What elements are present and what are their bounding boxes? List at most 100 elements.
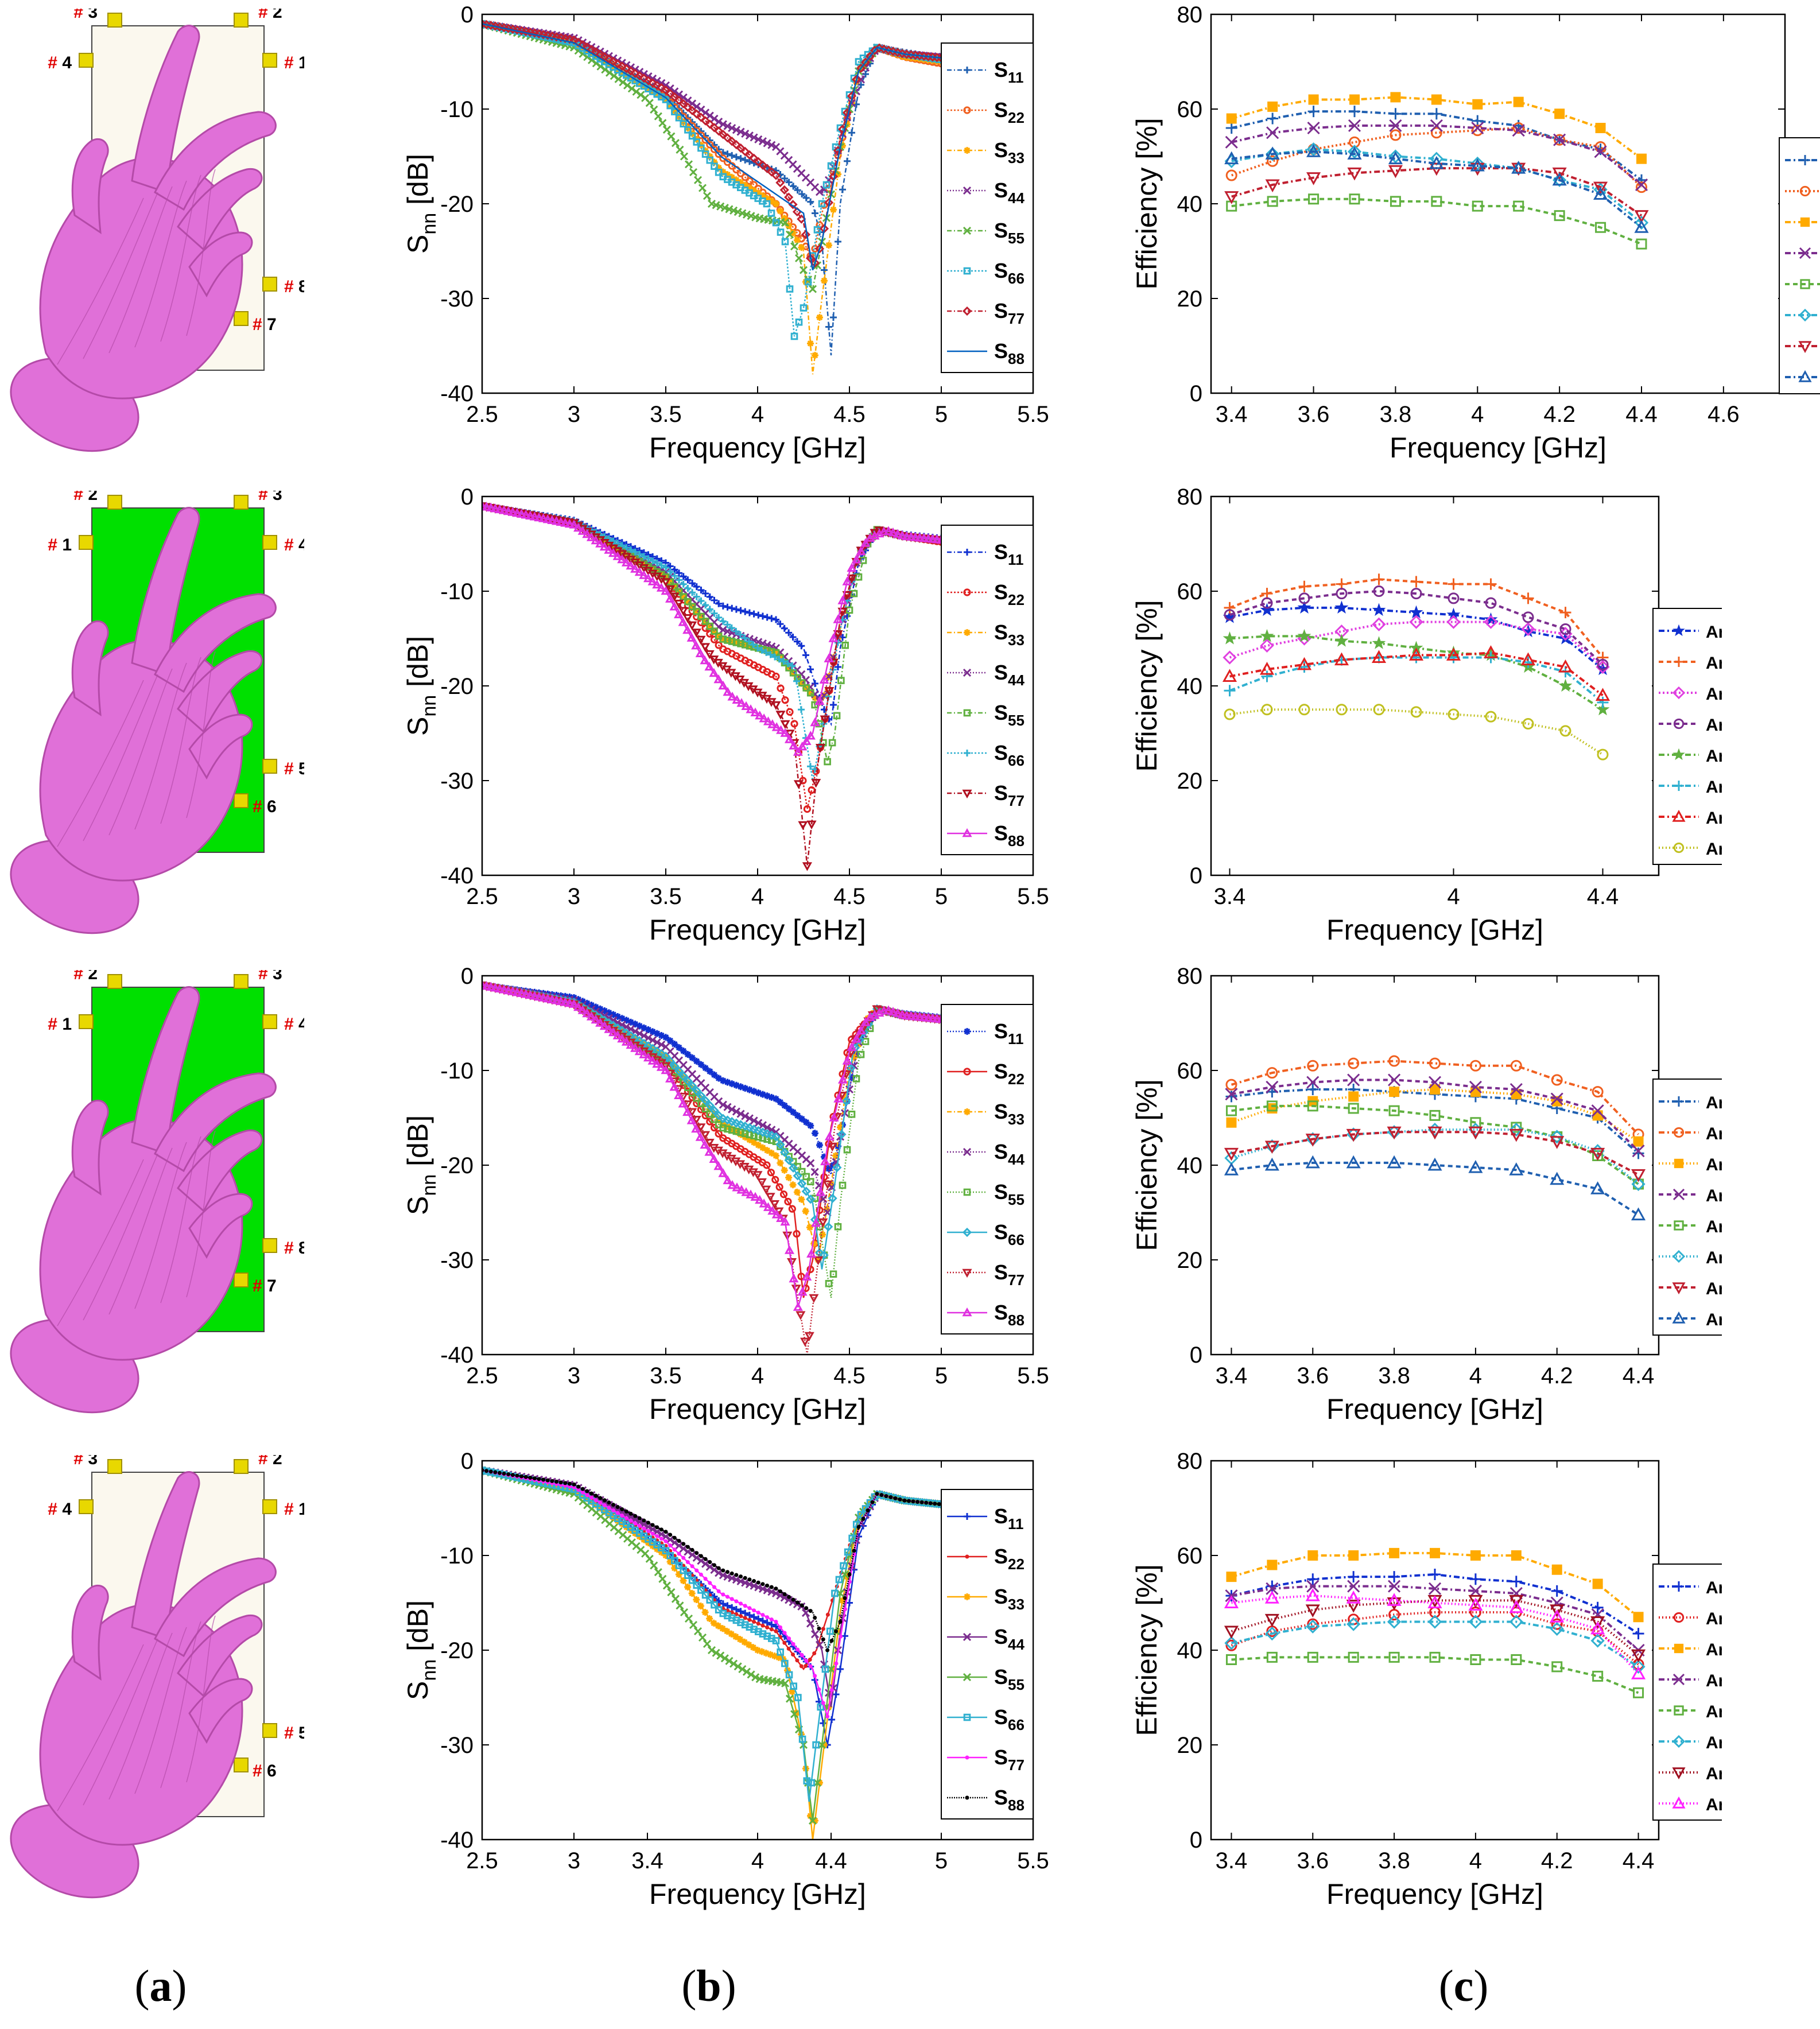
data-point (719, 1571, 727, 1580)
data-point (1469, 1573, 1481, 1585)
data-point (719, 1600, 727, 1608)
data-point (851, 554, 862, 564)
data-point (767, 1588, 776, 1596)
data-point (551, 516, 562, 525)
data-point (605, 1009, 612, 1017)
data-point (790, 720, 798, 728)
data-point (680, 120, 688, 128)
data-point (817, 1687, 821, 1692)
data-point (684, 1050, 692, 1058)
data-point (848, 129, 855, 137)
data-point (806, 1178, 814, 1185)
data-point (875, 1492, 879, 1496)
y-tick-label: -10 (440, 97, 474, 122)
data-point (802, 684, 810, 692)
data-point (1632, 1145, 1645, 1158)
hand-model-2: # 2 # 3 # 1 # 4 # 5 # 6 (6, 485, 308, 947)
data-point (837, 677, 845, 684)
data-point (842, 576, 852, 585)
legend-label: Ant. 2 (1706, 1124, 1722, 1143)
data-point (759, 1198, 769, 1208)
data-point (1485, 711, 1497, 723)
data-point (797, 1178, 807, 1189)
data-point (1522, 611, 1534, 623)
data-point (643, 76, 653, 86)
legend-item: S22 (947, 1060, 1025, 1088)
data-point (674, 1066, 684, 1076)
port-label: # 7 (253, 315, 277, 334)
data-point (739, 1574, 743, 1579)
data-point (1336, 588, 1348, 600)
data-point (662, 564, 669, 571)
data-point (771, 170, 781, 180)
data-point (684, 1079, 692, 1087)
data-point (755, 611, 762, 619)
data-point (626, 1039, 636, 1049)
y-tick-label: -40 (440, 381, 474, 406)
data-point (684, 1547, 692, 1556)
data-point (825, 1648, 830, 1652)
data-point (857, 1511, 865, 1519)
data-point (700, 1139, 710, 1149)
data-point (758, 646, 766, 654)
data-point (746, 184, 753, 192)
data-point (844, 121, 851, 128)
data-point (719, 168, 727, 176)
data-point (657, 1530, 666, 1538)
finger (71, 1099, 109, 1196)
data-point (750, 1581, 758, 1590)
data-point (1446, 615, 1461, 629)
data-point (742, 1609, 749, 1617)
data-point (482, 501, 487, 510)
data-point (767, 141, 776, 149)
legend-label: S22 (994, 580, 1025, 608)
data-point (601, 537, 608, 545)
data-point (652, 1046, 662, 1056)
data-point (715, 1074, 723, 1082)
data-point (790, 1108, 797, 1116)
data-point (827, 162, 835, 170)
data-point (741, 1638, 748, 1646)
data-point (754, 645, 761, 651)
data-point (659, 1527, 663, 1532)
data-point (503, 985, 514, 995)
data-point (689, 168, 698, 177)
data-point (700, 1131, 711, 1140)
data-point (704, 661, 715, 671)
data-point (788, 1205, 796, 1213)
data-point (816, 1141, 823, 1149)
antenna-connector (262, 1014, 277, 1029)
data-point (671, 1041, 678, 1048)
data-point (680, 593, 688, 600)
data-point (684, 598, 692, 606)
data-point (781, 696, 789, 704)
port-label: # 2 (258, 1455, 282, 1468)
data-point (684, 598, 692, 606)
data-point (732, 639, 740, 646)
data-point (674, 1090, 684, 1099)
series-line (1231, 1551, 1639, 1618)
x-tick-label: 4 (1471, 402, 1484, 427)
data-point (781, 1102, 789, 1109)
data-point (1520, 652, 1536, 666)
data-point (812, 352, 818, 359)
legend-item: S33 (947, 1100, 1025, 1128)
data-point (919, 1500, 924, 1504)
data-point (580, 1487, 585, 1491)
legend: Ant. 1Ant. 2Ant. 3Ant. 4Ant. 5Ant. 6Ant.… (1652, 1078, 1768, 1336)
data-point (661, 585, 671, 595)
data-point (772, 219, 780, 227)
data-point (612, 1030, 623, 1039)
data-point (646, 1528, 651, 1533)
data-point (763, 649, 770, 656)
data-point (839, 1634, 843, 1639)
data-point (802, 1208, 809, 1215)
data-point (687, 1081, 697, 1091)
data-point (547, 515, 557, 524)
data-point (774, 1620, 778, 1624)
data-point (645, 85, 652, 92)
legend-marker (964, 67, 971, 73)
data-point (771, 1209, 782, 1219)
data-point (758, 137, 767, 146)
